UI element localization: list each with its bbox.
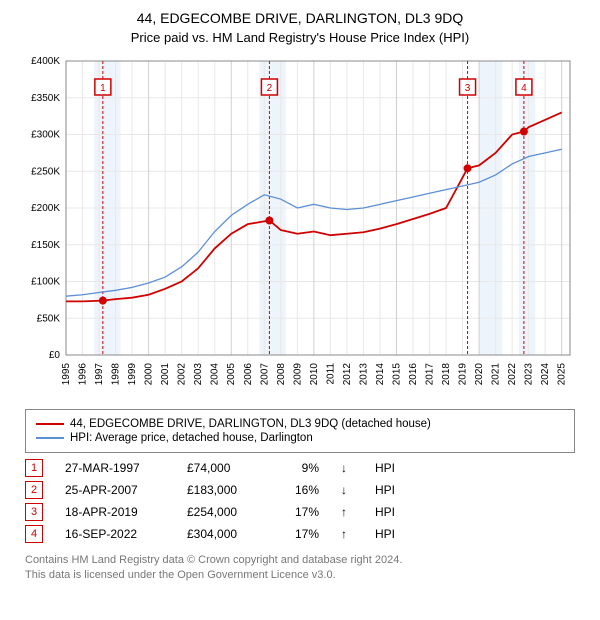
sale-pct: 9%	[284, 461, 319, 475]
legend-row-property: 44, EDGECOMBE DRIVE, DARLINGTON, DL3 9DQ…	[36, 418, 564, 430]
sale-arrow-icon: ↑	[341, 527, 353, 541]
sale-date: 18-APR-2019	[65, 505, 165, 519]
footer-line2: This data is licensed under the Open Gov…	[25, 568, 575, 583]
svg-text:1996: 1996	[78, 363, 89, 386]
svg-text:2023: 2023	[524, 363, 535, 386]
svg-text:3: 3	[465, 83, 471, 94]
svg-text:2009: 2009	[292, 363, 303, 386]
svg-text:2013: 2013	[358, 363, 369, 386]
sale-date: 25-APR-2007	[65, 483, 165, 497]
svg-text:£100K: £100K	[31, 277, 60, 288]
svg-text:2005: 2005	[226, 363, 237, 386]
sale-number: 1	[25, 459, 43, 477]
svg-text:£400K: £400K	[31, 56, 60, 67]
svg-text:2003: 2003	[193, 363, 204, 386]
legend-label-hpi: HPI: Average price, detached house, Darl…	[70, 432, 313, 444]
legend-swatch-property	[36, 423, 64, 425]
sale-number: 3	[25, 503, 43, 521]
svg-text:2017: 2017	[425, 363, 436, 386]
svg-text:2019: 2019	[458, 363, 469, 386]
svg-text:2008: 2008	[276, 363, 287, 386]
sale-price: £74,000	[187, 461, 262, 475]
sale-arrow-icon: ↓	[341, 461, 353, 475]
svg-text:2021: 2021	[491, 363, 502, 386]
svg-text:£200K: £200K	[31, 203, 60, 214]
svg-text:2018: 2018	[441, 363, 452, 386]
sale-row: 1 27-MAR-1997 £74,000 9% ↓ HPI	[25, 459, 575, 477]
svg-text:2012: 2012	[342, 363, 353, 386]
price-chart: £0 £50K £100K £150K £200K £250K £300K £350K £400…	[20, 51, 580, 401]
svg-text:2022: 2022	[507, 363, 518, 386]
svg-text:2025: 2025	[557, 363, 568, 386]
legend-swatch-hpi	[36, 437, 64, 439]
footer-line1: Contains HM Land Registry data © Crown c…	[25, 553, 575, 568]
svg-text:£250K: £250K	[31, 166, 60, 177]
sale-hpi: HPI	[375, 461, 405, 475]
svg-text:2007: 2007	[259, 363, 270, 386]
svg-text:1998: 1998	[111, 363, 122, 386]
sale-price: £254,000	[187, 505, 262, 519]
svg-text:2024: 2024	[540, 363, 551, 386]
sale-date: 27-MAR-1997	[65, 461, 165, 475]
sale-hpi: HPI	[375, 483, 405, 497]
svg-text:2020: 2020	[474, 363, 485, 386]
sale-arrow-icon: ↓	[341, 483, 353, 497]
footer: Contains HM Land Registry data © Crown c…	[25, 553, 575, 584]
svg-text:1995: 1995	[61, 363, 72, 386]
svg-text:2014: 2014	[375, 363, 386, 386]
svg-text:2: 2	[267, 83, 273, 94]
sale-pct: 17%	[284, 505, 319, 519]
svg-text:2015: 2015	[391, 363, 402, 386]
svg-text:2011: 2011	[325, 363, 336, 385]
page-title: 44, EDGECOMBE DRIVE, DARLINGTON, DL3 9DQ	[0, 10, 600, 26]
svg-text:2002: 2002	[177, 363, 188, 386]
svg-text:2001: 2001	[160, 363, 171, 386]
svg-text:1997: 1997	[94, 363, 105, 386]
svg-text:2016: 2016	[408, 363, 419, 386]
sales-table: 1 27-MAR-1997 £74,000 9% ↓ HPI 2 25-APR-2007 £18…	[25, 459, 575, 543]
svg-text:£50K: £50K	[37, 313, 61, 324]
sale-row: 4 16-SEP-2022 £304,000 17% ↑ HPI	[25, 525, 575, 543]
sale-price: £304,000	[187, 527, 262, 541]
svg-text:2006: 2006	[243, 363, 254, 386]
page-subtitle: Price paid vs. HM Land Registry's House …	[0, 30, 600, 45]
sale-pct: 17%	[284, 527, 319, 541]
svg-text:£0: £0	[49, 350, 61, 361]
sale-pct: 16%	[284, 483, 319, 497]
sale-hpi: HPI	[375, 527, 405, 541]
sale-date: 16-SEP-2022	[65, 527, 165, 541]
sale-row: 3 18-APR-2019 £254,000 17% ↑ HPI	[25, 503, 575, 521]
sale-number: 4	[25, 525, 43, 543]
svg-text:1999: 1999	[127, 363, 138, 386]
svg-text:1: 1	[100, 83, 106, 94]
svg-text:2010: 2010	[309, 363, 320, 386]
sale-price: £183,000	[187, 483, 262, 497]
svg-text:£150K: £150K	[31, 240, 60, 251]
legend-row-hpi: HPI: Average price, detached house, Darl…	[36, 432, 564, 444]
sale-number: 2	[25, 481, 43, 499]
sale-arrow-icon: ↑	[341, 505, 353, 519]
sale-row: 2 25-APR-2007 £183,000 16% ↓ HPI	[25, 481, 575, 499]
legend-label-property: 44, EDGECOMBE DRIVE, DARLINGTON, DL3 9DQ…	[70, 418, 431, 430]
svg-text:4: 4	[521, 83, 527, 94]
svg-text:£350K: £350K	[31, 93, 60, 104]
svg-text:2004: 2004	[210, 363, 221, 386]
svg-text:2000: 2000	[144, 363, 155, 386]
svg-text:£300K: £300K	[31, 130, 60, 141]
sale-hpi: HPI	[375, 505, 405, 519]
legend: 44, EDGECOMBE DRIVE, DARLINGTON, DL3 9DQ…	[25, 409, 575, 453]
